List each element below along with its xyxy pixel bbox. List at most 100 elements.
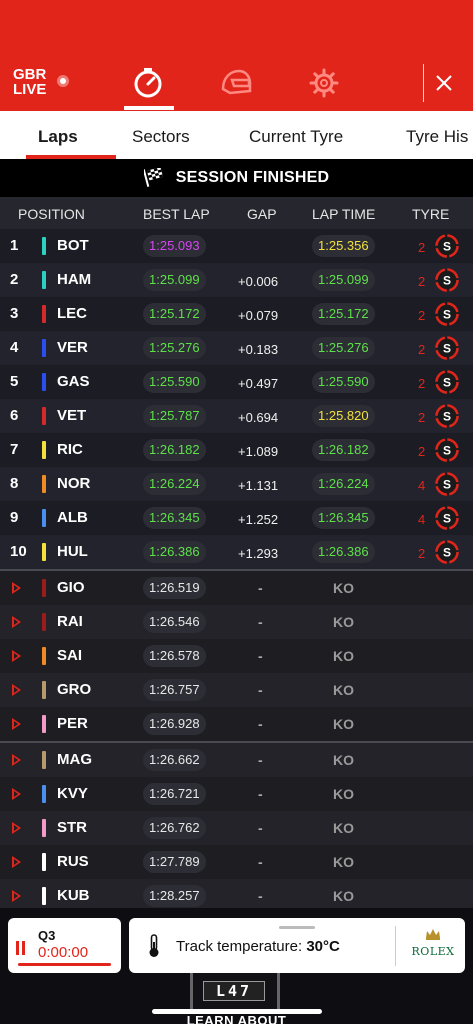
best-lap-time: 1:26.662 [143, 749, 206, 771]
team-color-bar [42, 681, 46, 699]
table-row[interactable]: 5 GAS 1:25.590 +0.497 1:25.590 2 S [0, 365, 473, 399]
card-divider [395, 926, 396, 966]
table-row[interactable]: 2 HAM 1:25.099 +0.006 1:25.099 2 S [0, 263, 473, 297]
tyre-compound: S [443, 410, 451, 424]
tyre-compound: S [443, 512, 451, 526]
row-position: 4 [10, 339, 19, 356]
best-lap-time: 1:28.257 [143, 885, 206, 907]
track-temperature-card[interactable]: Track temperature: 30°C ROLEX [129, 918, 465, 973]
col-best-lap: BEST LAP [143, 206, 210, 222]
soft-tyre-icon: S [435, 234, 459, 258]
learn-more-link[interactable]: LEARN ABOUT [186, 1013, 287, 1024]
driver-code: VER [57, 339, 88, 356]
close-button[interactable] [423, 64, 463, 102]
last-lap-time: 1:26.345 [312, 507, 375, 529]
tyre-laps: 4 [418, 478, 426, 493]
table-row[interactable]: PER 1:26.928 - KO [0, 707, 473, 741]
brand-logo[interactable]: GBR LIVE [13, 67, 69, 97]
best-lap-time: 1:26.928 [143, 713, 206, 735]
table-row[interactable]: 10 HUL 1:26.386 +1.293 1:26.386 2 S [0, 535, 473, 569]
tab-laps[interactable]: Laps [38, 127, 78, 146]
table-row[interactable]: RAI 1:26.546 - KO [0, 605, 473, 639]
nav-active-indicator [124, 106, 174, 110]
home-indicator[interactable] [152, 1009, 322, 1014]
table-row[interactable]: KUB 1:28.257 - KO [0, 879, 473, 913]
sponsor-logo: ROLEX [404, 928, 462, 966]
gap-value: +0.006 [238, 274, 279, 289]
tab-current-tyre[interactable]: Current Tyre [249, 127, 344, 146]
gear-icon[interactable] [307, 66, 341, 100]
table-row[interactable]: KVY 1:26.721 - KO [0, 777, 473, 811]
gap-value: - [258, 752, 263, 768]
session-clock-card[interactable]: Q3 0:00:00 [8, 918, 121, 973]
best-lap-time: 1:27.789 [143, 851, 206, 873]
soft-tyre-icon: S [435, 336, 459, 360]
team-color-bar [42, 579, 46, 597]
eliminated-arrow-icon [12, 754, 21, 766]
driver-code: VET [57, 407, 87, 424]
group-divider [0, 741, 473, 743]
row-position: 3 [10, 305, 19, 322]
table-row[interactable]: SAI 1:26.578 - KO [0, 639, 473, 673]
eliminated-arrow-icon [12, 582, 21, 594]
tyre-compound: S [443, 308, 451, 322]
team-color-bar [42, 373, 46, 391]
knockout-status: KO [333, 820, 354, 836]
table-row[interactable]: 9 ALB 1:26.345 +1.252 1:26.345 4 S [0, 501, 473, 535]
session-progress-bar [18, 963, 111, 966]
helmet-icon[interactable] [219, 66, 253, 100]
drag-handle[interactable] [279, 926, 315, 929]
tyre-compound: S [443, 478, 451, 492]
tab-bar: Laps Sectors Current Tyre Tyre His [0, 111, 473, 159]
table-row[interactable]: RUS 1:27.789 - KO [0, 845, 473, 879]
tyre-compound: S [443, 274, 451, 288]
last-lap-time: 1:26.386 [312, 541, 375, 563]
track-temperature: Track temperature: 30°C [176, 938, 340, 955]
last-lap-time: 1:25.590 [312, 371, 375, 393]
table-row[interactable]: 1 BOT 1:25.093 1:25.356 2 S [0, 229, 473, 263]
gap-value: - [258, 682, 263, 698]
thermometer-icon [149, 934, 159, 957]
tyre-laps: 2 [418, 308, 426, 323]
gap-value: +1.252 [238, 512, 279, 527]
table-row[interactable]: GRO 1:26.757 - KO [0, 673, 473, 707]
team-color-bar [42, 715, 46, 733]
best-lap-time: 1:25.093 [143, 235, 206, 257]
tab-tyre-history[interactable]: Tyre His [406, 127, 469, 146]
eliminated-arrow-icon [12, 822, 21, 834]
soft-tyre-icon: S [435, 268, 459, 292]
knockout-status: KO [333, 752, 354, 768]
tyre-laps: 2 [418, 376, 426, 391]
stopwatch-icon[interactable] [131, 66, 165, 100]
table-row[interactable]: STR 1:26.762 - KO [0, 811, 473, 845]
eliminated-arrow-icon [12, 788, 21, 800]
team-color-bar [42, 339, 46, 357]
tyre-laps: 4 [418, 512, 426, 527]
gap-value: - [258, 854, 263, 870]
driver-code: GIO [57, 579, 85, 596]
table-row[interactable]: 3 LEC 1:25.172 +0.079 1:25.172 2 S [0, 297, 473, 331]
table-row[interactable]: 7 RIC 1:26.182 +1.089 1:26.182 2 S [0, 433, 473, 467]
row-position: 8 [10, 475, 19, 492]
knockout-status: KO [333, 648, 354, 664]
team-color-bar [42, 887, 46, 905]
tab-sectors[interactable]: Sectors [132, 127, 190, 146]
driver-code: RUS [57, 853, 89, 870]
gap-value: +1.293 [238, 546, 279, 561]
team-color-bar [42, 271, 46, 289]
team-color-bar [42, 475, 46, 493]
table-row[interactable]: 4 VER 1:25.276 +0.183 1:25.276 2 S [0, 331, 473, 365]
row-position: 2 [10, 271, 19, 288]
gap-value: +0.497 [238, 376, 279, 391]
driver-code: NOR [57, 475, 91, 492]
table-row[interactable]: MAG 1:26.662 - KO [0, 743, 473, 777]
driver-code: HAM [57, 271, 92, 288]
best-lap-time: 1:26.721 [143, 783, 206, 805]
eliminated-arrow-icon [12, 684, 21, 696]
team-color-bar [42, 751, 46, 769]
table-row[interactable]: 8 NOR 1:26.224 +1.131 1:26.224 4 S [0, 467, 473, 501]
last-lap-time: 1:26.224 [312, 473, 375, 495]
team-color-bar [42, 441, 46, 459]
table-row[interactable]: GIO 1:26.519 - KO [0, 571, 473, 605]
table-row[interactable]: 6 VET 1:25.787 +0.694 1:25.820 2 S [0, 399, 473, 433]
